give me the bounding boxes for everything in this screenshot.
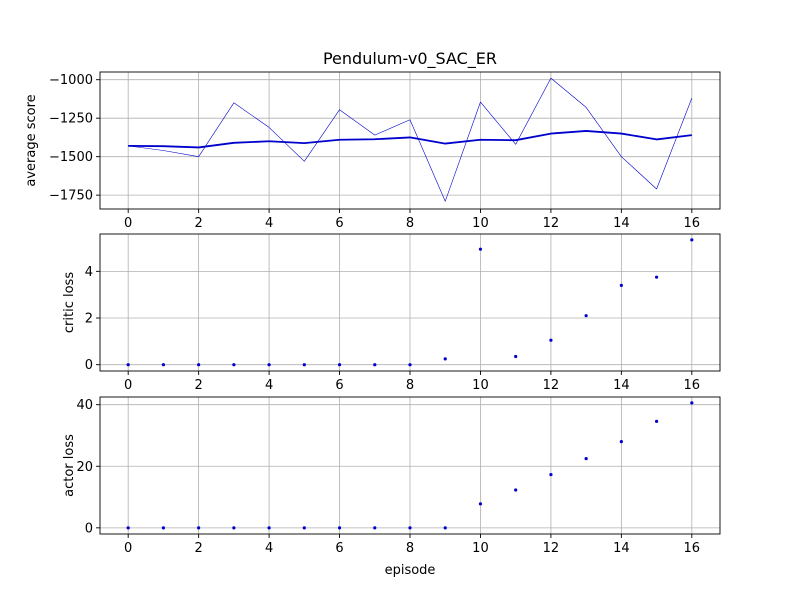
y-tick-label: −1750 — [49, 189, 93, 204]
data-point — [654, 275, 659, 279]
x-tick-label: 10 — [472, 378, 489, 393]
data-point — [549, 338, 553, 342]
x-tick-label: 2 — [194, 378, 202, 393]
x-tick-label: 14 — [613, 541, 630, 556]
y-axis-label: critic loss — [62, 272, 77, 333]
x-tick-label: 4 — [265, 541, 273, 556]
subplot-1: 0 2 4 6 8 10 12 14 16 −1750 −1500 −1250 −1000 average… — [24, 71, 721, 231]
data-point — [126, 526, 130, 530]
data-point — [161, 526, 166, 530]
data-point — [443, 357, 447, 361]
data-point — [619, 440, 623, 444]
y-tick-label: −1250 — [49, 112, 93, 127]
y-tick-label: 0 — [85, 358, 93, 373]
x-tick-label: 6 — [335, 216, 343, 231]
data-point — [478, 247, 483, 251]
data-point — [126, 363, 130, 367]
x-tick-label: 16 — [684, 541, 701, 556]
data-point — [267, 363, 271, 367]
x-axis-label: episode — [385, 563, 436, 578]
x-tick-label: 0 — [124, 216, 132, 231]
y-tick-label: 40 — [76, 398, 93, 413]
data-point — [514, 354, 518, 359]
series-line-2 — [128, 130, 692, 149]
data-point — [690, 401, 694, 405]
subplot-2: 0 2 4 6 8 10 12 14 16 0 2 4 critic loss — [62, 233, 721, 393]
data-point — [337, 526, 342, 530]
chart-title: Pendulum-v0_SAC_ER — [323, 49, 497, 69]
data-point — [232, 526, 236, 530]
data-point — [197, 526, 201, 530]
y-tick-label: 0 — [85, 521, 93, 536]
data-point — [161, 363, 166, 367]
x-tick-label: 4 — [265, 378, 273, 393]
data-point — [443, 526, 447, 530]
x-tick-label: 16 — [684, 216, 701, 231]
data-point — [514, 488, 518, 492]
y-tick-label: −1500 — [49, 150, 93, 165]
data-point — [549, 472, 553, 477]
data-point — [584, 456, 588, 461]
data-point — [654, 419, 659, 423]
x-tick-label: 0 — [124, 378, 132, 393]
data-point — [373, 526, 377, 530]
x-tick-label: 6 — [335, 541, 343, 556]
x-tick-label: 14 — [613, 216, 630, 231]
x-tick-label: 12 — [543, 216, 560, 231]
data-point — [373, 363, 377, 367]
data-point — [337, 363, 342, 367]
subplot-3: 0 2 4 6 8 10 12 14 16 0 20 40 actor loss — [62, 396, 721, 556]
y-tick-label: 2 — [85, 312, 93, 327]
x-tick-label: 12 — [543, 378, 560, 393]
data-point — [302, 363, 306, 367]
data-point — [267, 526, 271, 530]
x-tick-label: 10 — [472, 541, 489, 556]
x-tick-label: 2 — [194, 541, 202, 556]
x-tick-label: 0 — [124, 541, 132, 556]
x-tick-label: 4 — [265, 216, 273, 231]
x-tick-label: 16 — [684, 378, 701, 393]
data-point — [408, 363, 412, 367]
y-tick-label: −1000 — [49, 73, 93, 88]
data-point — [690, 238, 694, 242]
x-tick-label: 12 — [543, 541, 560, 556]
subplots: 0 2 4 6 8 10 12 14 16 −1750 −1500 −1250 −1000 average… — [24, 71, 721, 556]
x-tick-label: 8 — [406, 541, 414, 556]
series-line-1 — [128, 77, 693, 202]
data-point — [302, 526, 306, 530]
data-point — [584, 314, 588, 318]
x-tick-label: 8 — [406, 378, 414, 393]
data-point — [619, 283, 623, 287]
data-point — [478, 502, 483, 506]
data-point — [197, 363, 201, 367]
x-tick-label: 6 — [335, 378, 343, 393]
x-tick-label: 2 — [194, 216, 202, 231]
x-tick-label: 10 — [472, 216, 489, 231]
data-point — [232, 363, 236, 367]
data-point — [408, 526, 412, 530]
y-axis-label: average score — [24, 94, 39, 186]
y-tick-label: 20 — [76, 460, 93, 475]
y-tick-label: 4 — [85, 265, 93, 280]
x-tick-label: 8 — [406, 216, 414, 231]
y-axis-label: actor loss — [62, 434, 77, 497]
x-tick-label: 14 — [613, 378, 630, 393]
